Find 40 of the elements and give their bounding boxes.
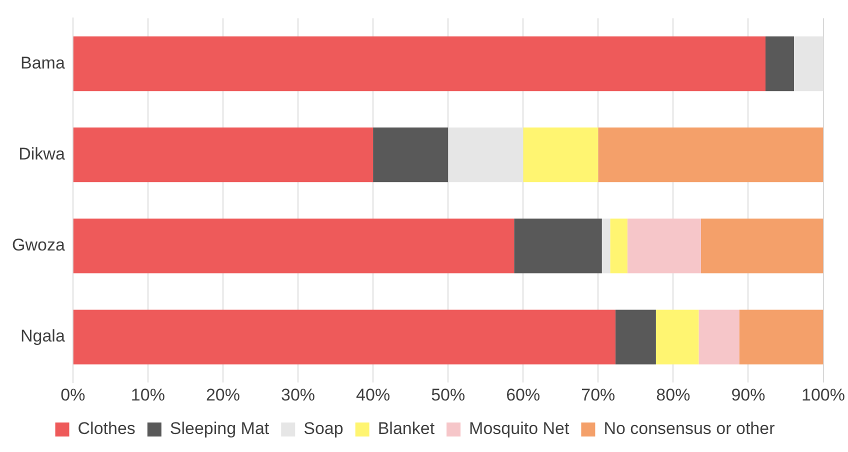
x-tick-label: 50% xyxy=(431,385,466,404)
bar xyxy=(73,310,616,364)
y-tick-label: Bama xyxy=(20,53,66,72)
bar xyxy=(523,128,598,182)
bar xyxy=(73,36,766,92)
bar xyxy=(765,36,794,92)
bar xyxy=(602,218,610,274)
bar xyxy=(514,218,602,274)
bar xyxy=(698,310,740,364)
bar xyxy=(615,310,656,364)
x-tick-label: 60% xyxy=(506,385,540,404)
legend-label: Soap xyxy=(304,419,344,438)
bar xyxy=(739,310,824,364)
x-tick-label: 40% xyxy=(356,385,390,404)
bar xyxy=(598,128,824,182)
x-tick-label: 0% xyxy=(60,385,86,404)
x-tick-label: 70% xyxy=(581,385,616,404)
bar xyxy=(373,128,448,182)
bar xyxy=(656,310,699,364)
x-tick-label: 100% xyxy=(802,385,845,404)
bar xyxy=(610,218,628,274)
bar xyxy=(73,218,514,274)
legend-label: Clothes xyxy=(78,419,136,438)
x-tick-label: 90% xyxy=(731,385,766,404)
bar xyxy=(794,36,824,92)
bar xyxy=(448,128,524,182)
x-tick-label: 20% xyxy=(206,385,240,404)
x-tick-label: 30% xyxy=(281,385,316,404)
x-tick-label: 80% xyxy=(656,385,690,404)
legend-label: Blanket xyxy=(378,419,435,438)
x-tick-label: 10% xyxy=(130,385,165,404)
bar xyxy=(627,218,701,274)
y-tick-label: Ngala xyxy=(20,326,66,346)
y-tick-label: Gwoza xyxy=(12,236,66,255)
legend-label: Mosquito Net xyxy=(469,419,570,438)
bar xyxy=(700,218,824,274)
bar xyxy=(73,128,374,182)
legend-label: No consensus or other xyxy=(604,419,776,438)
y-tick-label: Dikwa xyxy=(18,144,66,164)
legend-label: Sleeping Mat xyxy=(170,419,270,438)
